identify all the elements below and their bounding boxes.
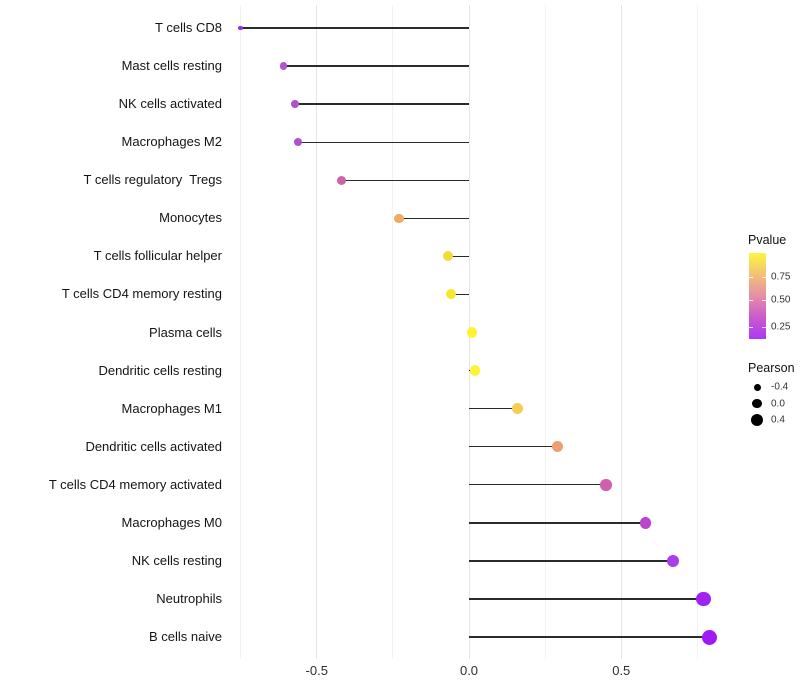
- major-gridline: [316, 5, 318, 659]
- minor-gridline: [696, 5, 698, 659]
- y-axis-label: B cells naive: [149, 629, 222, 645]
- lollipop-dot: [279, 62, 287, 70]
- y-axis-label: T cells follicular helper: [93, 248, 222, 264]
- lollipop-dot: [442, 251, 453, 262]
- y-axis-label: NK cells activated: [118, 96, 222, 112]
- lollipop-stem: [398, 217, 469, 219]
- colorbar-tick-mark: [749, 326, 753, 328]
- lollipop-dot: [394, 213, 404, 224]
- y-axis-label: Macrophages M0: [121, 514, 222, 530]
- y-axis-label: Macrophages M1: [121, 400, 222, 416]
- lollipop-stem: [469, 408, 518, 410]
- colorbar-tick-mark: [762, 276, 766, 278]
- y-axis-label: T cells CD4 memory resting: [61, 286, 222, 302]
- lollipop-dot: [469, 365, 481, 376]
- y-axis-label: Dendritic cells resting: [98, 362, 222, 378]
- x-axis-tick-label: -0.5: [305, 663, 328, 678]
- lollipop-dot: [336, 175, 346, 185]
- pearson-size-label: -0.4: [771, 381, 789, 393]
- lollipop-stem: [469, 446, 558, 448]
- colorbar-tick-label: 0.25: [771, 321, 791, 333]
- y-axis-label: Plasma cells: [149, 324, 222, 340]
- lollipop-stem: [283, 65, 469, 67]
- lollipop-stem: [469, 560, 673, 562]
- lollipop-stem: [469, 636, 710, 638]
- lollipop-stem: [450, 293, 469, 296]
- colorbar-tick-mark: [749, 276, 753, 278]
- y-axis-label: NK cells resting: [131, 552, 222, 568]
- pearson-size-label: 0.0: [771, 398, 785, 409]
- pearson-size-dot: [753, 383, 761, 391]
- lollipop-dot: [551, 441, 563, 453]
- minor-gridline: [240, 5, 242, 659]
- pearson-size-dot: [751, 414, 763, 426]
- lollipop-dot: [291, 100, 300, 109]
- y-axis-label: T cells regulatory Tregs: [83, 172, 222, 188]
- colorbar-tick-mark: [749, 300, 753, 302]
- y-axis-label: T cells CD4 memory activated: [48, 476, 222, 492]
- lollipop-stem: [469, 484, 607, 486]
- lollipop-stem: [469, 598, 704, 600]
- lollipop-stem: [295, 103, 469, 105]
- y-axis-label: Macrophages M2: [121, 134, 222, 150]
- colorbar-tick-label: 0.50: [771, 294, 791, 306]
- major-gridline: [620, 5, 622, 659]
- y-axis-label: Mast cells resting: [121, 58, 222, 74]
- lollipop-stem: [447, 255, 469, 258]
- minor-gridline: [544, 5, 546, 659]
- y-axis-label: Monocytes: [159, 210, 222, 226]
- lollipop-dot: [600, 479, 612, 491]
- y-axis-label: Dendritic cells activated: [85, 438, 222, 454]
- lollipop-stem: [240, 27, 469, 29]
- x-axis-tick-label: 0.5: [612, 663, 631, 678]
- y-axis-label: T cells CD8: [155, 20, 222, 35]
- y-axis-label: Neutrophils: [156, 591, 222, 607]
- lollipop-dot: [666, 554, 680, 568]
- lollipop-stem: [469, 522, 646, 524]
- lollipop-dot: [639, 517, 652, 529]
- colorbar-tick-mark: [762, 300, 766, 302]
- lollipop-dot: [445, 289, 456, 300]
- lollipop-dot: [294, 138, 303, 147]
- x-axis-tick-label: 0.0: [459, 663, 479, 678]
- pearson-legend-title: Pearson: [748, 361, 795, 375]
- colorbar-tick-label: 0.75: [771, 271, 791, 283]
- pearson-size-label: 0.4: [771, 414, 785, 426]
- lollipop-dot: [696, 591, 711, 607]
- lollipop-stem: [298, 141, 469, 143]
- lollipop-stem: [341, 179, 469, 181]
- pvalue-colorbar: [749, 253, 766, 339]
- lollipop-dot: [702, 629, 718, 645]
- lollipop-dot: [238, 25, 243, 31]
- lollipop-dot: [466, 327, 478, 338]
- colorbar-tick-mark: [762, 326, 766, 328]
- pearson-size-dot: [752, 398, 762, 409]
- lollipop-dot: [512, 403, 524, 415]
- minor-gridline: [392, 5, 394, 659]
- pvalue-legend-title: Pvalue: [748, 233, 787, 247]
